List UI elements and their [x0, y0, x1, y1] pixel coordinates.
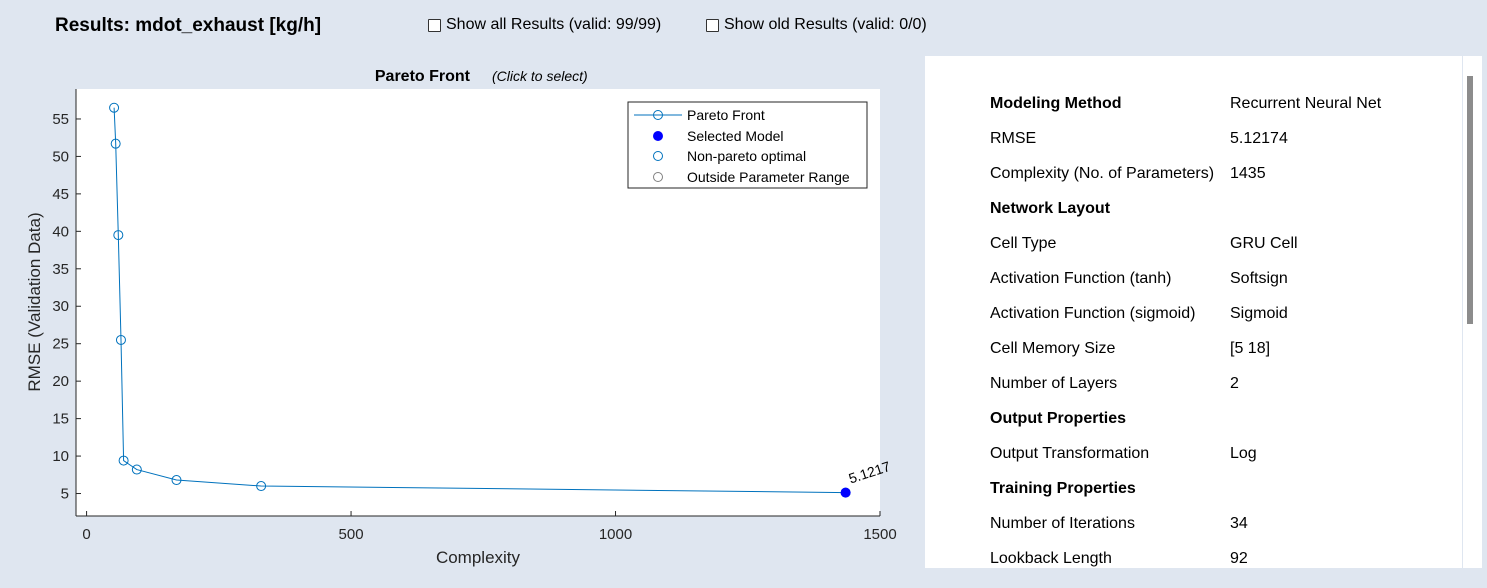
- properties-scrollbar[interactable]: [1463, 56, 1482, 568]
- property-key: Cell Memory Size: [990, 340, 1116, 357]
- y-tick-label: 50: [52, 148, 69, 165]
- legend-marker-nonpareto: [653, 151, 663, 161]
- y-axis-ticks: 5 10 15 20 25 30 35 40 45 50 55: [52, 111, 81, 503]
- pareto-point[interactable]: [115, 334, 126, 345]
- property-value: Softsign: [1230, 270, 1288, 287]
- property-key: Number of Layers: [990, 375, 1118, 392]
- bottom-strip: [0, 576, 1487, 588]
- legend-label-outside: Outside Parameter Range: [687, 169, 850, 185]
- property-row: Cell Memory Size [5 18]: [925, 340, 1462, 375]
- property-value: Sigmoid: [1230, 305, 1288, 322]
- property-row: Lookback Length 92: [925, 550, 1462, 568]
- legend-label-pareto: Pareto Front: [687, 107, 765, 123]
- property-row: Activation Function (sigmoid) Sigmoid: [925, 305, 1462, 340]
- show-all-results-checkbox[interactable]: Show all Results (valid: 99/99): [428, 16, 661, 34]
- property-value: 92: [1230, 550, 1248, 567]
- model-properties-panel[interactable]: Modeling Method Recurrent Neural Net RMSE 5…: [925, 56, 1462, 568]
- property-value: [5 18]: [1230, 340, 1271, 357]
- scrollbar-thumb[interactable]: [1467, 76, 1473, 324]
- property-row: Modeling Method Recurrent Neural Net: [925, 95, 1462, 130]
- show-all-results-label: Show all Results (valid: 99/99): [446, 16, 662, 33]
- chart-title: Pareto Front: [375, 68, 471, 85]
- property-value: GRU Cell: [1230, 235, 1298, 252]
- chart-subtitle: (Click to select): [492, 68, 588, 84]
- property-value: 2: [1230, 375, 1239, 392]
- pareto-point[interactable]: [110, 138, 121, 149]
- pareto-point[interactable]: [113, 230, 124, 241]
- x-tick-label: 1000: [599, 526, 632, 543]
- pareto-point[interactable]: [109, 102, 120, 113]
- y-tick-label: 20: [52, 373, 69, 390]
- pareto-point[interactable]: [256, 481, 267, 492]
- pareto-front-points[interactable]: [109, 102, 851, 498]
- selected-model-point[interactable]: [840, 487, 851, 498]
- x-tick-label: 0: [82, 526, 90, 543]
- y-tick-label: 40: [52, 223, 69, 240]
- property-key: Output Properties: [990, 410, 1127, 427]
- property-row: Activation Function (tanh) Softsign: [925, 270, 1462, 305]
- property-value: 5.12174: [1230, 130, 1288, 147]
- y-tick-label: 55: [52, 111, 69, 128]
- property-value: 34: [1230, 515, 1248, 532]
- legend-label-selected: Selected Model: [687, 128, 784, 144]
- y-tick-label: 15: [52, 411, 69, 428]
- pareto-point[interactable]: [171, 475, 182, 486]
- checkbox-box[interactable]: [428, 18, 441, 32]
- y-tick-label: 25: [52, 336, 69, 353]
- property-key: Number of Iterations: [990, 515, 1135, 532]
- checkbox-box[interactable]: [706, 18, 719, 32]
- pareto-point[interactable]: [131, 464, 142, 475]
- property-key: RMSE: [990, 130, 1037, 147]
- chart-legend: Pareto Front Selected Model Non-pareto o…: [627, 101, 868, 189]
- property-row: Number of Iterations 34: [925, 515, 1462, 550]
- property-row: Training Properties: [925, 480, 1462, 515]
- y-tick-label: 35: [52, 261, 69, 278]
- property-row: Output Transformation Log: [925, 445, 1462, 480]
- property-value: Recurrent Neural Net: [1230, 95, 1382, 112]
- pareto-front-line: [113, 107, 846, 494]
- property-row: RMSE 5.12174: [925, 130, 1462, 165]
- property-key: Activation Function (tanh): [990, 270, 1172, 287]
- property-key: Activation Function (sigmoid): [990, 305, 1196, 322]
- property-key: Network Layout: [990, 200, 1111, 217]
- x-tick-label: 500: [339, 526, 364, 543]
- property-key: Cell Type: [990, 235, 1057, 252]
- show-old-results-label: Show old Results (valid: 0/0): [724, 16, 927, 33]
- legend-marker-pareto: [653, 110, 663, 120]
- legend-label-nonpareto: Non-pareto optimal: [687, 148, 806, 164]
- y-tick-label: 10: [52, 448, 69, 465]
- property-key: Lookback Length: [990, 550, 1112, 567]
- pareto-chart[interactable]: Pareto Front (Click to select) 0 500 1000 1…: [0, 0, 920, 588]
- show-old-results-checkbox[interactable]: Show old Results (valid: 0/0): [706, 16, 927, 34]
- results-title: Results: mdot_exhaust [kg/h]: [55, 15, 322, 36]
- property-row: Number of Layers 2: [925, 375, 1462, 410]
- property-key: Modeling Method: [990, 95, 1122, 112]
- property-row: Complexity (No. of Parameters) 1435: [925, 165, 1462, 200]
- legend-marker-outside: [653, 172, 663, 182]
- property-key: Training Properties: [990, 480, 1136, 497]
- property-value: Log: [1230, 445, 1257, 462]
- pareto-point[interactable]: [118, 455, 129, 466]
- y-tick-label: 5: [61, 486, 69, 503]
- property-row: Output Properties: [925, 410, 1462, 445]
- property-row: Cell Type GRU Cell: [925, 235, 1462, 270]
- x-axis-label: Complexity: [436, 548, 521, 567]
- x-axis-ticks: 0 500 1000 1500: [82, 511, 897, 543]
- y-tick-label: 30: [52, 298, 69, 315]
- y-tick-label: 45: [52, 186, 69, 203]
- legend-box: [627, 101, 868, 189]
- x-tick-label: 1500: [863, 526, 896, 543]
- y-axis-label: RMSE (Validation Data): [25, 212, 44, 391]
- property-row: Network Layout: [925, 200, 1462, 235]
- property-key: Output Transformation: [990, 445, 1150, 462]
- legend-marker-selected: [653, 131, 663, 141]
- property-key: Complexity (No. of Parameters): [990, 165, 1215, 182]
- property-value: 1435: [1230, 165, 1266, 182]
